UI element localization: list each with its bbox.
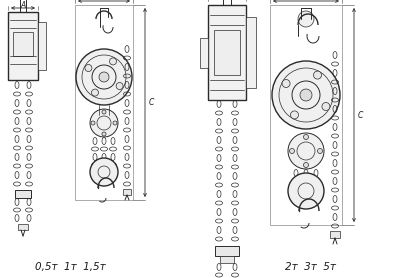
- Circle shape: [102, 110, 106, 114]
- Text: 0,5т  1т  1,5т: 0,5т 1т 1,5т: [35, 262, 105, 272]
- Circle shape: [272, 61, 340, 129]
- Circle shape: [102, 132, 106, 136]
- Circle shape: [282, 80, 290, 88]
- Text: C: C: [358, 110, 363, 120]
- Bar: [208, 5, 246, 100]
- Circle shape: [322, 103, 330, 110]
- Bar: [15, 190, 31, 198]
- Bar: [13, 32, 33, 56]
- Bar: [200, 38, 208, 68]
- Text: B: B: [303, 0, 309, 3]
- Text: B: B: [101, 0, 107, 3]
- Circle shape: [90, 158, 118, 186]
- Circle shape: [318, 148, 322, 153]
- Circle shape: [92, 89, 98, 96]
- Circle shape: [298, 11, 314, 27]
- Circle shape: [99, 72, 109, 82]
- Circle shape: [91, 121, 95, 125]
- Circle shape: [314, 71, 322, 79]
- Text: A: A: [20, 1, 26, 9]
- Bar: [246, 17, 256, 88]
- Bar: [270, 5, 342, 225]
- Circle shape: [304, 135, 308, 140]
- Circle shape: [290, 148, 294, 153]
- Circle shape: [116, 83, 123, 90]
- Circle shape: [113, 121, 117, 125]
- Bar: [8, 12, 38, 80]
- Bar: [220, 256, 234, 263]
- Bar: [123, 189, 131, 195]
- Circle shape: [288, 173, 324, 209]
- Circle shape: [85, 64, 92, 71]
- Bar: [330, 231, 340, 238]
- Text: C: C: [149, 98, 154, 107]
- Bar: [214, 30, 240, 75]
- Circle shape: [304, 163, 308, 168]
- Text: A: A: [224, 0, 230, 1]
- Text: 2т  3т  5т: 2т 3т 5т: [284, 262, 336, 272]
- Bar: [38, 22, 46, 70]
- Circle shape: [76, 49, 132, 105]
- Circle shape: [288, 133, 324, 169]
- Circle shape: [110, 58, 116, 65]
- Circle shape: [90, 109, 118, 137]
- Circle shape: [290, 111, 298, 119]
- Bar: [18, 224, 28, 230]
- Circle shape: [300, 89, 312, 101]
- Bar: [75, 5, 133, 200]
- Bar: [215, 246, 239, 256]
